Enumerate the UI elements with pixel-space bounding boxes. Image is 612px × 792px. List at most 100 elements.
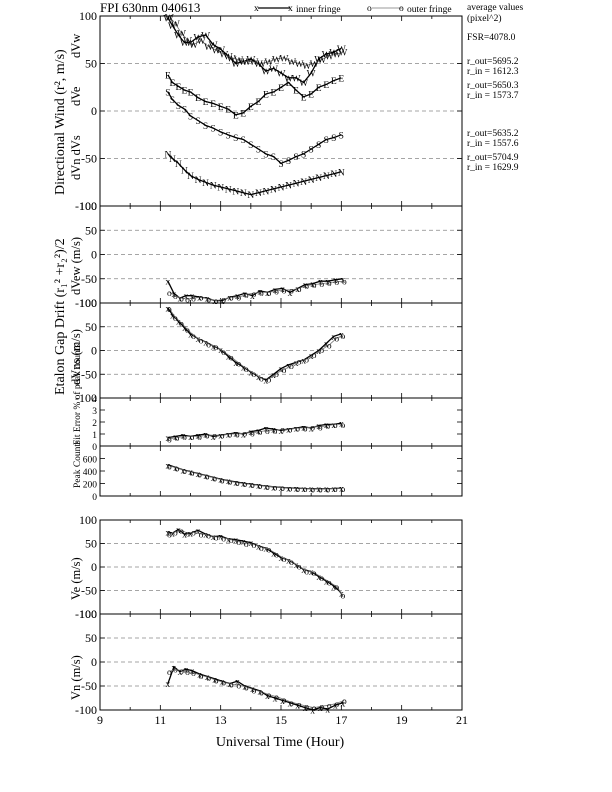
legend-outer-marker-b: o <box>399 4 404 14</box>
data-point-marker: S <box>301 150 306 160</box>
data-point-marker: o <box>304 356 309 366</box>
data-point-marker: x <box>310 707 315 717</box>
data-point-marker: N <box>270 185 277 195</box>
chart-panels: 100500-50-100WWWWWWWWWWWWWWWWWWWWWWWWWWW… <box>75 9 468 727</box>
data-point-marker: o <box>282 696 287 706</box>
data-point-marker: o <box>199 531 204 541</box>
data-point-marker: W <box>216 46 225 56</box>
y-tick-label: 0 <box>91 248 97 262</box>
data-point-marker: S <box>331 134 336 144</box>
data-point-marker: o <box>304 282 309 292</box>
data-point-marker: W <box>194 33 203 43</box>
data-point-marker: x <box>235 678 240 688</box>
data-point-marker: x <box>295 702 300 712</box>
data-point-marker: x <box>340 275 345 285</box>
data-point-marker: x <box>294 561 299 571</box>
data-point-marker: x <box>166 461 171 471</box>
data-point-marker: W <box>246 55 255 65</box>
y-tick-label: 2 <box>92 419 97 429</box>
series-line-outer-fringe <box>169 280 345 302</box>
data-point-marker: W <box>239 58 248 68</box>
data-point-marker: x <box>294 425 299 435</box>
data-point-marker: x <box>331 421 336 431</box>
data-point-marker: o <box>325 422 330 432</box>
data-point-marker: W <box>227 54 236 64</box>
data-point-marker: o <box>333 485 338 495</box>
data-point-marker: x <box>205 673 210 683</box>
data-point-marker: x <box>196 527 201 537</box>
y-tick-label: 3 <box>92 407 97 417</box>
data-point-marker: o <box>274 287 279 297</box>
y-tick-label: 50 <box>85 537 97 551</box>
data-point-marker: N <box>195 176 202 186</box>
p5-label: Peak Counts <box>73 440 83 488</box>
data-point-marker: o <box>288 426 293 436</box>
series-line-outer-fringe <box>169 465 343 490</box>
data-point-marker: o <box>251 541 256 551</box>
data-point-marker: o <box>340 592 345 602</box>
p7-label: Vn (m/s) <box>69 655 83 700</box>
data-point-marker: o <box>182 467 187 477</box>
data-point-marker: o <box>295 425 300 435</box>
series-line-outer-fringe <box>169 668 345 709</box>
x-tick-label: 21 <box>456 713 468 727</box>
data-point-marker: o <box>304 703 309 713</box>
data-point-marker: x <box>271 483 276 493</box>
data-point-marker: W <box>329 49 338 59</box>
y-tick-label: -50 <box>81 272 97 286</box>
data-point-marker: o <box>206 340 211 350</box>
data-point-marker: o <box>318 485 323 495</box>
x-tick-label: 15 <box>275 713 287 727</box>
data-point-marker: x <box>256 542 261 552</box>
data-point-marker: S <box>203 122 208 132</box>
data-point-marker: o <box>221 679 226 689</box>
data-point-marker: o <box>250 429 255 439</box>
y-tick-label: 0 <box>92 443 97 453</box>
data-point-marker: o <box>258 428 263 438</box>
y-tick-label: 100 <box>79 9 97 23</box>
y-tick-label: -100 <box>75 391 97 405</box>
x-tick-label: 9 <box>97 713 103 727</box>
data-point-marker: x <box>286 556 291 566</box>
data-point-marker: E <box>271 89 277 99</box>
data-point-marker: W <box>224 52 233 62</box>
data-point-marker: S <box>170 96 175 106</box>
data-point-marker: x <box>184 292 189 302</box>
data-point-marker: x <box>233 478 238 488</box>
data-point-marker: S <box>218 128 223 138</box>
data-point-marker: x <box>286 361 291 371</box>
data-point-marker: o <box>267 289 272 299</box>
data-point-marker: x <box>250 685 255 695</box>
data-point-marker: x <box>280 697 285 707</box>
data-point-marker: o <box>173 314 178 324</box>
data-point-marker: o <box>242 480 247 490</box>
data-point-marker: o <box>280 484 285 494</box>
data-point-marker: x <box>303 704 308 714</box>
data-point-marker: x <box>295 285 300 295</box>
series-line-outer-fringe <box>169 529 344 596</box>
data-point-marker: W <box>204 43 213 53</box>
data-point-marker: o <box>297 357 302 367</box>
data-point-marker: x <box>288 289 293 299</box>
x-tick-label: 17 <box>335 713 347 727</box>
data-point-marker: o <box>303 485 308 495</box>
data-point-marker: o <box>333 421 338 431</box>
data-point-marker: S <box>195 117 200 127</box>
data-point-marker: o <box>274 693 279 703</box>
y-tick-label: -50 <box>81 584 97 598</box>
data-point-marker: o <box>214 677 219 687</box>
data-point-marker: o <box>259 544 264 554</box>
data-point-marker: o <box>212 474 217 484</box>
data-point-marker: x <box>258 687 263 697</box>
data-point-marker: x <box>286 426 291 436</box>
data-point-marker: o <box>227 431 232 441</box>
data-point-marker: o <box>229 536 234 546</box>
data-point-marker: x <box>279 427 284 437</box>
avg-sub: (pixel^2) <box>467 13 502 24</box>
data-point-marker: x <box>324 578 329 588</box>
y-tick-label: 0 <box>91 560 97 574</box>
data-point-marker: W <box>272 55 281 65</box>
data-point-marker: N <box>181 166 188 176</box>
